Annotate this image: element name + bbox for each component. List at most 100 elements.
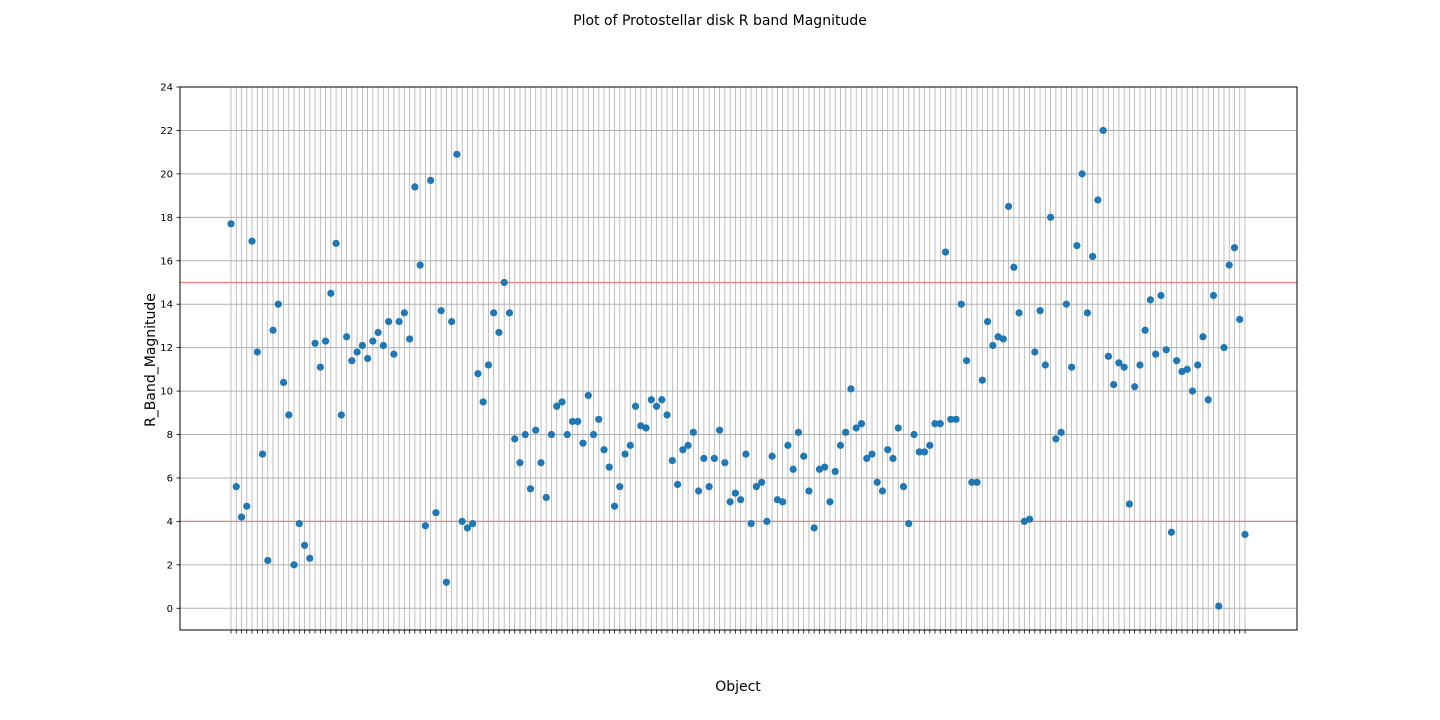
data-point	[1131, 383, 1139, 391]
x-ticks	[230, 630, 1246, 634]
y-tick-label: 6	[167, 473, 173, 484]
data-point	[642, 424, 650, 432]
data-point	[810, 524, 818, 532]
data-point	[1225, 261, 1233, 269]
data-point	[395, 317, 403, 326]
data-point	[936, 420, 944, 428]
data-point	[1078, 170, 1086, 178]
data-point	[521, 430, 529, 439]
data-point	[579, 439, 587, 447]
y-tick-label: 0	[167, 604, 173, 615]
data-point	[1125, 500, 1134, 508]
data-point	[737, 496, 745, 504]
data-point	[973, 478, 981, 486]
data-point	[763, 517, 771, 526]
data-point	[1241, 530, 1249, 539]
data-point	[705, 483, 713, 491]
data-point	[710, 454, 718, 463]
y-tick-label: 12	[160, 343, 173, 354]
data-point	[1104, 352, 1112, 360]
data-point	[821, 463, 829, 471]
data-point	[1194, 361, 1202, 369]
data-point	[353, 348, 361, 356]
data-point	[752, 483, 760, 491]
data-point	[385, 317, 393, 326]
data-point	[500, 278, 508, 287]
data-point	[427, 176, 435, 184]
data-point	[947, 415, 955, 423]
data-point	[1136, 361, 1144, 369]
data-point	[857, 420, 866, 428]
data-point	[758, 478, 766, 486]
y-tick-label: 20	[160, 169, 173, 180]
data-point	[269, 326, 277, 334]
data-point	[248, 237, 256, 245]
data-point	[1209, 291, 1218, 300]
data-point	[1068, 363, 1076, 371]
data-point	[1120, 363, 1128, 371]
data-point	[243, 502, 251, 510]
data-point	[532, 426, 540, 434]
x-axis-title: Object	[715, 679, 761, 695]
data-point	[899, 483, 908, 491]
data-point	[1010, 263, 1018, 271]
data-point	[258, 450, 267, 458]
data-point	[453, 150, 461, 158]
data-point	[605, 463, 613, 471]
data-point	[941, 248, 950, 256]
data-point	[800, 452, 808, 460]
data-point	[348, 357, 356, 365]
data-point	[279, 378, 288, 386]
data-point	[905, 519, 913, 528]
y-tick-label: 4	[167, 517, 173, 528]
data-point	[805, 487, 813, 495]
data-point	[300, 541, 309, 549]
data-point	[794, 428, 803, 436]
data-point	[600, 446, 608, 454]
data-point	[616, 483, 624, 491]
data-point	[479, 398, 487, 406]
data-point	[1041, 361, 1049, 369]
data-point	[626, 441, 634, 449]
data-point	[542, 493, 550, 502]
data-point	[768, 452, 776, 460]
data-point	[237, 513, 246, 521]
data-point	[689, 428, 697, 436]
data-point	[327, 289, 335, 297]
data-point	[1146, 296, 1155, 304]
data-point	[437, 307, 445, 315]
data-point	[1052, 435, 1060, 443]
data-point	[784, 441, 792, 449]
data-point	[1062, 300, 1070, 308]
data-point	[983, 317, 992, 326]
data-point	[1167, 528, 1176, 536]
data-point	[1036, 307, 1044, 315]
data-point	[400, 309, 408, 317]
data-point	[1089, 252, 1097, 261]
y-tick-label: 2	[167, 560, 173, 571]
data-point	[1162, 346, 1170, 354]
data-point	[568, 417, 577, 426]
data-point	[595, 415, 603, 423]
data-point	[878, 487, 887, 495]
data-point	[311, 339, 319, 347]
y-tick-label: 10	[160, 387, 173, 398]
data-point	[831, 467, 839, 476]
data-point	[390, 350, 398, 358]
data-point	[1204, 396, 1212, 404]
data-point	[1183, 365, 1191, 373]
data-point	[700, 454, 708, 463]
data-point	[1094, 196, 1102, 204]
data-point	[1031, 348, 1039, 356]
data-point	[842, 428, 850, 436]
data-point	[652, 402, 661, 410]
data-point	[421, 522, 429, 530]
data-point	[306, 554, 314, 562]
y-tick-label: 22	[160, 126, 173, 137]
data-point	[1004, 202, 1013, 211]
data-point	[962, 357, 971, 365]
data-point	[1099, 126, 1107, 135]
data-point	[448, 317, 456, 326]
data-point	[826, 498, 834, 506]
data-point	[668, 456, 676, 465]
